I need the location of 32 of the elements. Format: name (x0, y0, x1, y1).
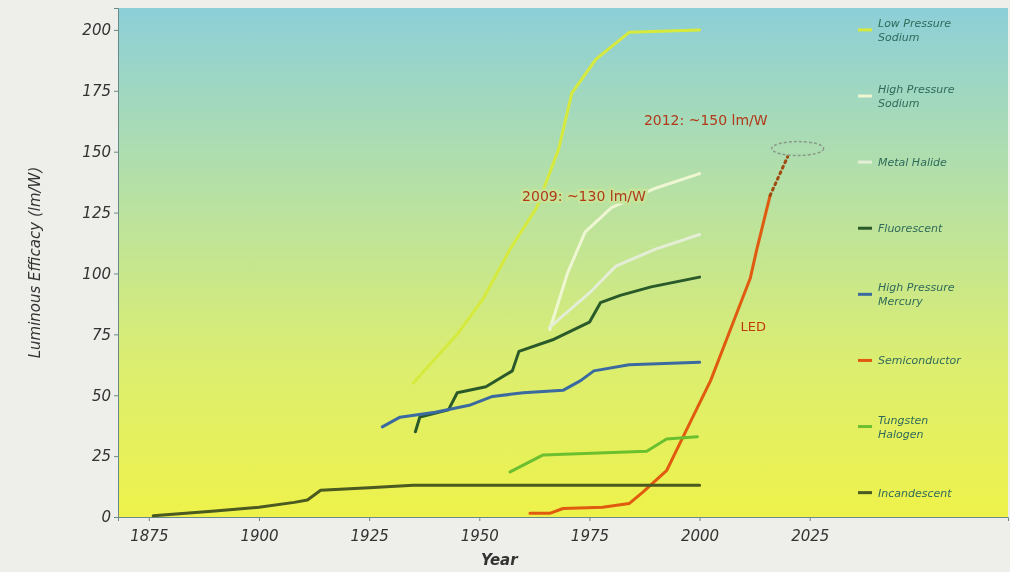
x-tick-label: 2000 (680, 526, 720, 545)
y-tick-label: 75 (91, 325, 111, 344)
x-tick-label: 1925 (350, 526, 389, 545)
y-tick-label: 0 (101, 508, 111, 527)
x-tick-label: 1900 (240, 526, 279, 545)
legend-label: High Pressure Sodium (878, 83, 955, 111)
legend-label: Semiconductor (878, 354, 963, 368)
annotation: LED (740, 319, 766, 335)
legend-label: Fluorescent (878, 222, 943, 236)
line-series (151, 483, 702, 518)
x-tick-label: 2025 (791, 526, 830, 545)
legend-label: Tungsten Halogen (878, 413, 929, 441)
legend-label: High Pressure Mercury (878, 281, 955, 309)
y-tick-label: 175 (82, 82, 111, 101)
x-tick-label: 1875 (130, 526, 169, 545)
y-tick-label: 50 (91, 386, 111, 405)
y-tick-label: 100 (82, 264, 111, 283)
y-tick-label: 150 (82, 142, 111, 161)
x-tick-label: 1975 (570, 526, 610, 545)
legend-label: Low Pressure Sodium (878, 16, 952, 44)
line-series (380, 360, 702, 429)
line-series (413, 275, 702, 434)
legend-label: Incandescent (878, 486, 953, 500)
x-tick-label: 1950 (460, 526, 499, 545)
y-tick-label: 125 (82, 203, 111, 222)
legend-label: Metal Halide (878, 156, 947, 170)
annotation: 2012: ~150 lm/W (643, 111, 768, 128)
x-axis-title: Year (480, 551, 520, 569)
y-tick-label: 25 (91, 447, 111, 466)
line-series (508, 435, 699, 474)
y-tick-label: 200 (82, 21, 111, 40)
y-axis-title: Luminous Efficacy (lm/W) (26, 166, 44, 359)
